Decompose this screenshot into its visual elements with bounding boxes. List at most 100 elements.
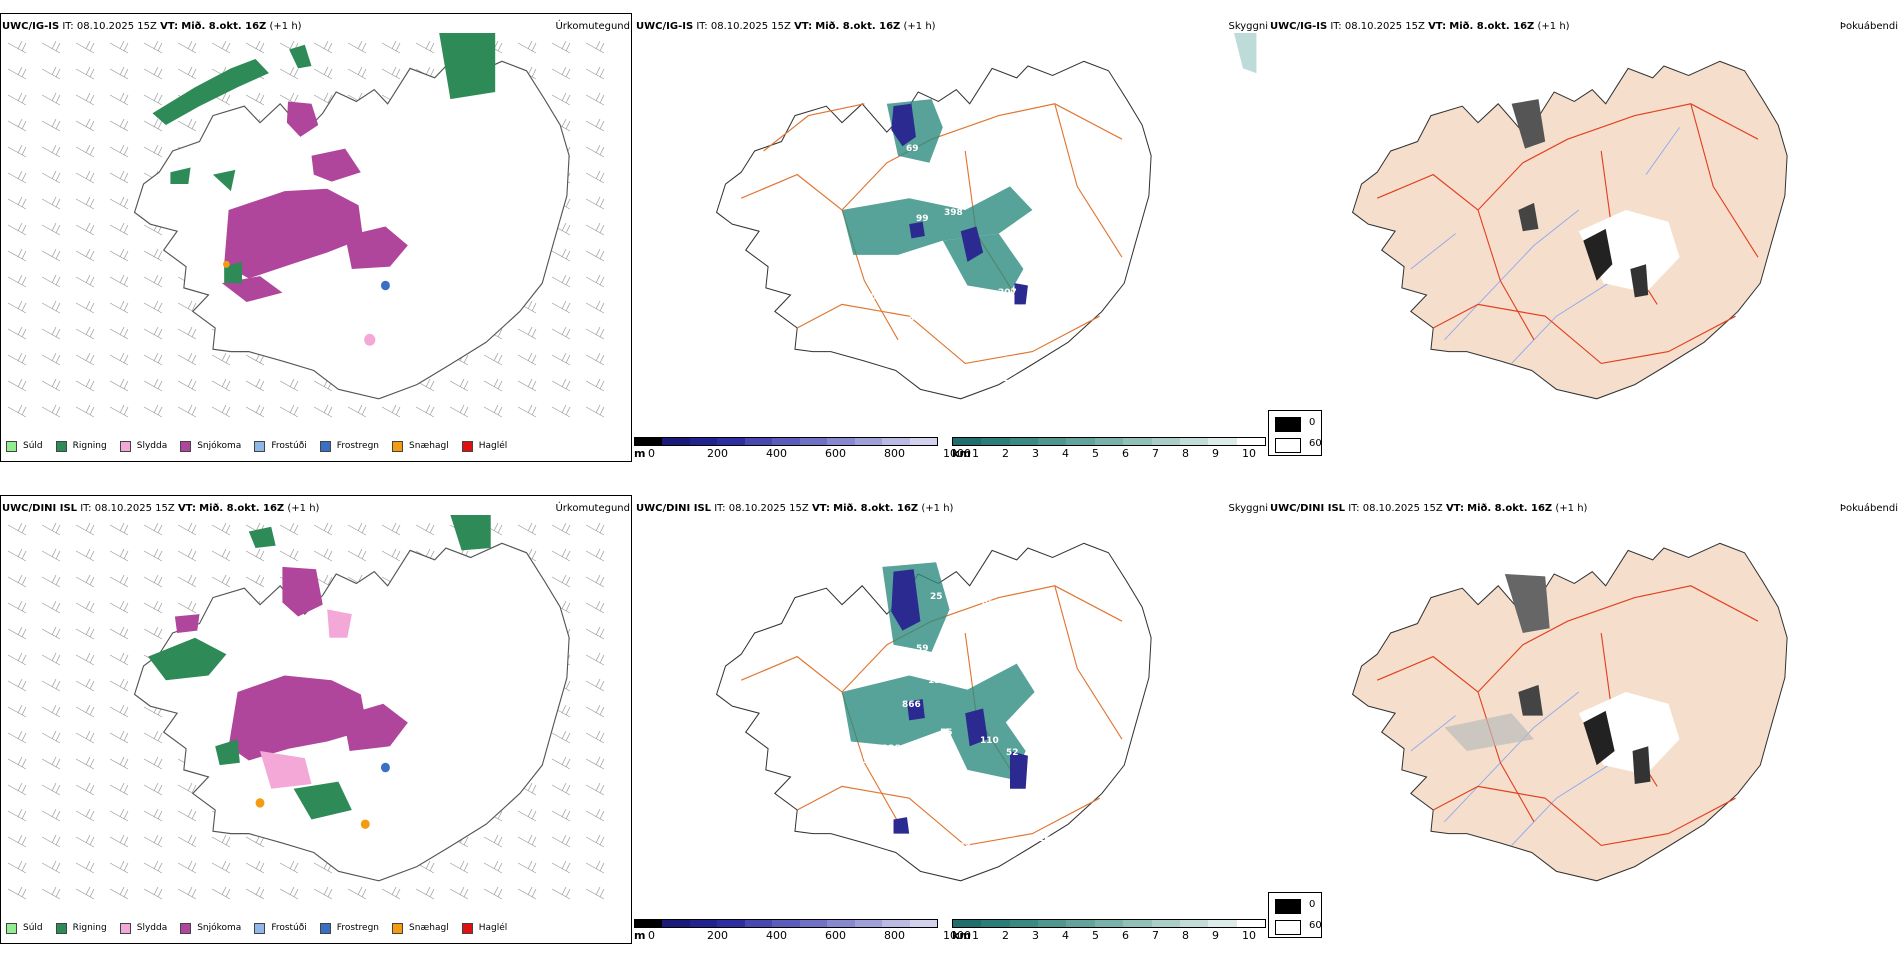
wind-barb — [279, 66, 299, 80]
legend-label: Haglél — [478, 923, 508, 933]
ceiling-value-label: 55 — [940, 728, 953, 738]
ceiling-value-label: 144 — [886, 286, 905, 296]
wind-barb — [109, 170, 129, 184]
visibility-tick: 2 — [1002, 447, 1009, 460]
wind-barb — [313, 66, 333, 80]
wind-barb — [585, 600, 605, 614]
precip-type-panel: UWC/IG-IS IT: 08.10.2025 15Z VT: Mið. 8.… — [0, 13, 634, 478]
ceiling-unit: m — [634, 447, 646, 460]
visibility-tick: 4 — [1062, 929, 1069, 942]
colorbar-step — [1236, 438, 1265, 445]
wind-barb — [585, 626, 605, 640]
wind-barb — [347, 40, 367, 54]
wind-barb — [109, 144, 129, 158]
wind-barb — [109, 92, 129, 106]
visibility-panel: UWC/IG-IS IT: 08.10.2025 15Z VT: Mið. 8.… — [634, 13, 1268, 478]
snow-areas — [221, 101, 408, 303]
wind-barb — [7, 834, 27, 848]
visibility-tick: 3 — [1032, 929, 1039, 942]
colorbar-step — [882, 438, 910, 445]
wind-barb — [313, 548, 333, 562]
wind-barb — [41, 886, 61, 900]
snow-areas — [174, 566, 408, 761]
run-header: UWC/IG-IS IT: 08.10.2025 15Z VT: Mið. 8.… — [2, 21, 302, 32]
wind-barb — [551, 574, 571, 588]
wind-barb — [41, 626, 61, 640]
wind-barb — [143, 248, 163, 262]
wind-barb — [347, 66, 367, 80]
wind-barb — [109, 522, 129, 536]
wind-barb — [41, 704, 61, 718]
legend-label: Rigning — [72, 441, 107, 451]
wind-barb — [585, 860, 605, 874]
legend-swatch — [119, 440, 131, 452]
wind-barb — [585, 66, 605, 80]
wind-barb — [483, 404, 503, 418]
wind-barb — [109, 40, 129, 54]
rivers — [1410, 691, 1613, 846]
wind-barb — [7, 40, 27, 54]
wind-barb — [41, 574, 61, 588]
wind-barb — [143, 860, 163, 874]
wind-barb — [177, 574, 197, 588]
wind-barb — [585, 704, 605, 718]
wind-barb — [551, 730, 571, 744]
wind-barb — [211, 834, 231, 848]
visibility-tick: 5 — [1092, 929, 1099, 942]
ceiling-value-label: 52 — [1006, 748, 1019, 758]
wind-barb — [143, 274, 163, 288]
run-header: UWC/DINI ISL IT: 08.10.2025 15Z VT: Mið.… — [1270, 503, 1588, 514]
wind-barb — [75, 274, 95, 288]
legend-item: Rigning — [55, 440, 107, 452]
legend-item: Haglél — [461, 922, 508, 934]
wind-barb — [483, 886, 503, 900]
wind-barb — [211, 886, 231, 900]
colorbar-step — [1038, 920, 1067, 927]
fog-legend-swatch — [1275, 920, 1301, 935]
wind-barb — [109, 300, 129, 314]
precip-map — [7, 515, 605, 900]
fog-legend-label: 0 — [1309, 899, 1316, 910]
colorbar-step — [981, 438, 1010, 445]
wind-barb — [7, 548, 27, 562]
wind-barb — [245, 404, 265, 418]
wind-barb — [75, 92, 95, 106]
colorbars: m 0 200 400 600 800 1000 km 1 2 3 4 5 6 7 8 9 10 — [634, 437, 1266, 461]
wind-barb — [7, 66, 27, 80]
wind-barb — [551, 92, 571, 106]
wind-barb — [449, 378, 469, 392]
legend-item: Frostúði — [254, 922, 307, 934]
legend-item: Súld — [6, 922, 43, 934]
colorbar-step — [1123, 438, 1152, 445]
wind-barb — [109, 678, 129, 692]
colorbar-step — [799, 920, 828, 927]
wind-barb — [143, 730, 163, 744]
sleet-areas — [260, 609, 352, 789]
colorbar-step — [827, 920, 855, 927]
wind-barb — [483, 352, 503, 366]
visibility-map: 69 77 295 99 398 92 207 49 100 144 155 222 119 32 76 11 — [715, 33, 1257, 422]
colorbar-step — [772, 438, 800, 445]
run-header: UWC/IG-IS IT: 08.10.2025 15Z VT: Mið. 8.… — [636, 21, 936, 32]
wind-barb — [109, 626, 129, 640]
wind-barb — [585, 352, 605, 366]
wind-barb — [143, 574, 163, 588]
panel-title: Þokuábendi — [1839, 503, 1898, 514]
colorbar-step — [854, 920, 883, 927]
wind-barb — [75, 326, 95, 340]
run-header: UWC/DINI ISL IT: 08.10.2025 15Z VT: Mið.… — [636, 503, 954, 514]
legend-item: Slydda — [119, 922, 167, 934]
wind-barb — [177, 326, 197, 340]
wind-barb — [75, 600, 95, 614]
ceiling-value-label: 49 — [970, 306, 983, 316]
wind-barb — [143, 522, 163, 536]
wind-barb — [75, 300, 95, 314]
wind-barb — [7, 378, 27, 392]
wind-barb — [7, 730, 27, 744]
wind-barb — [75, 522, 95, 536]
ceiling-value-label: 99 — [916, 214, 929, 224]
wind-barb — [551, 326, 571, 340]
wind-barb — [75, 222, 95, 236]
colorbar-step — [882, 920, 910, 927]
legend-swatch — [392, 440, 404, 452]
